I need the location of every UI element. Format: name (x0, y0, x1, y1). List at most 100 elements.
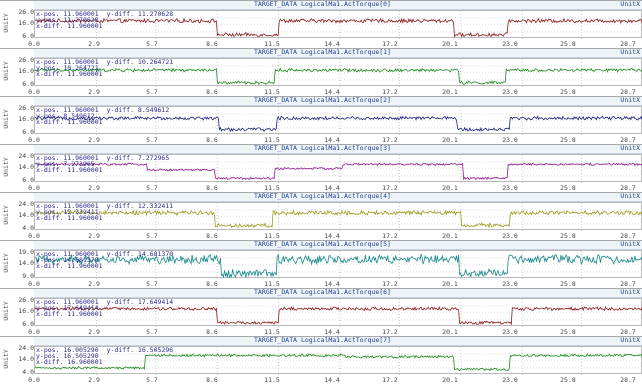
plot-area[interactable] (34, 298, 642, 327)
readout-y-pos: y-pos. 12.332411 (36, 208, 99, 217)
x-tick-label: 11.5 (264, 232, 280, 240)
readout-row: x-pos. 11.960001 y-diff. 11.270628 (36, 10, 173, 18)
readout-x-diff: x-diff. 16.960001 (36, 358, 103, 367)
readout-x-pos: x-pos. 11.960001 (36, 58, 99, 66)
y-axis-label: UnitY (2, 205, 10, 225)
readout-y-pos: y-pos. 17.649414 (36, 304, 99, 313)
readout-row: y-pos. 17.649414 (36, 304, 173, 313)
plot-area[interactable] (34, 346, 642, 375)
x-unit-label: UnitX (620, 144, 640, 152)
x-tick-label: 11.5 (264, 328, 280, 336)
x-tick-label: 28.7 (620, 88, 636, 96)
x-tick-label: 20.1 (442, 136, 458, 144)
readout-y-diff: y-diff. 14.681370 (106, 250, 174, 258)
x-tick-label: 0.0 (28, 232, 40, 240)
x-tick-label: 23.0 (502, 376, 518, 384)
x-tick-label: 5.7 (146, 184, 158, 192)
readout-row: x-pos. 11.960001 y-diff. 7.272965 (36, 154, 170, 162)
y-tick-label: 6.0 (22, 32, 34, 40)
x-tick-label: 20.1 (442, 328, 458, 336)
channel-panel-1[interactable]: TARGET_DATA LogicalMa1.ActTorque[1] UnitX… (0, 48, 642, 96)
y-tick-label: 4.0 (22, 368, 34, 376)
signal-trace (35, 115, 642, 133)
x-tick-label: 23.0 (502, 136, 518, 144)
x-tick-label: 23.0 (502, 40, 518, 48)
readout-row: x-diff. 16.960001 (36, 358, 173, 367)
readout-y-pos: y-pos. 8.549612 (36, 112, 95, 121)
channel-title: TARGET_DATA LogicalMa1.ActTorque[5] (254, 240, 391, 248)
x-tick-label: 0.0 (28, 184, 40, 192)
x-tick-label: 14.4 (324, 376, 340, 384)
signal-trace (35, 162, 642, 181)
x-tick-label: 11.5 (264, 376, 280, 384)
channel-panel-5[interactable]: TARGET_DATA LogicalMa1.ActTorque[5] UnitX… (0, 240, 642, 288)
readout-y-diff: y-diff. 7.272965 (106, 154, 170, 162)
x-tick-label: 2.9 (88, 280, 100, 288)
y-axis-label: UnitY (2, 13, 10, 33)
y-tick-label: 24.0 (18, 152, 34, 160)
plot-area[interactable] (34, 154, 642, 183)
signal-trace (35, 17, 642, 38)
x-tick-label: 8.6 (206, 376, 218, 384)
y-tick-label: 16.0 (18, 67, 34, 75)
y-tick-label: 24.0 (18, 200, 34, 208)
waveform-plot (35, 11, 642, 39)
channel-panel-4[interactable]: TARGET_DATA LogicalMa1.ActTorque[4] UnitX… (0, 192, 642, 240)
readout-x-pos: x-pos. 11.960001 (36, 10, 99, 18)
readout-row: x-diff. 11.960001 (36, 71, 173, 78)
readout-y-diff: y-diff. 17.649414 (106, 298, 174, 306)
cursor-readout: x-pos. 11.960001 y-diff. 8.549612 y-pos. 8… (36, 107, 169, 126)
readout-x-pos: x-pos. 11.960001 (36, 202, 99, 210)
y-axis-label: UnitY (2, 349, 10, 369)
x-tick-label: 2.9 (88, 376, 100, 384)
channel-panel-6[interactable]: TARGET_DATA LogicalMa1.ActTorque[6] UnitX… (0, 288, 642, 336)
cursor-readout: x-pos. 11.960001 y-diff. 14.681370 y-pos. … (36, 251, 173, 270)
readout-x-diff: x-diff. 11.960001 (36, 118, 103, 127)
x-tick-label: 5.7 (146, 136, 158, 144)
y-tick-label: 16.0 (18, 307, 34, 315)
readout-x-pos: x-pos. 11.960001 (36, 298, 99, 306)
x-tick-label: 20.1 (442, 376, 458, 384)
x-tick-label: 2.9 (88, 136, 100, 144)
plot-area[interactable] (34, 106, 642, 135)
channel-title-bar: TARGET_DATA LogicalMa1.ActTorque[2] UnitX (34, 96, 642, 106)
x-tick-label: 28.7 (620, 328, 636, 336)
plot-area[interactable] (34, 202, 642, 231)
x-tick-label: 28.7 (620, 232, 636, 240)
readout-x-diff: x-diff. 11.960001 (36, 262, 103, 271)
channel-panel-2[interactable]: TARGET_DATA LogicalMa1.ActTorque[2] UnitX… (0, 96, 642, 144)
readout-row: x-pos. 11.960001 y-diff. 8.549612 (36, 106, 169, 114)
y-tick-label: 16.0 (18, 115, 34, 123)
waveform-plot (35, 347, 642, 375)
channel-panel-3[interactable]: TARGET_DATA LogicalMa1.ActTorque[3] UnitX… (0, 144, 642, 192)
channel-title: TARGET_DATA LogicalMa1.ActTorque[0] (254, 0, 391, 8)
x-tick-label: 14.4 (324, 232, 340, 240)
readout-row: x-diff. 11.960001 (36, 167, 169, 174)
plot-area[interactable] (34, 58, 642, 87)
y-tick-label: 14.0 (18, 211, 34, 219)
x-tick-label: 5.7 (146, 376, 158, 384)
waveform-plot (35, 59, 642, 87)
x-tick-label: 23.0 (502, 232, 518, 240)
x-tick-label: 28.7 (620, 40, 636, 48)
readout-y-pos: y-pos. 16.505290 (36, 352, 99, 361)
plot-area[interactable] (34, 250, 642, 279)
readout-y-diff: y-diff. 16.505296 (106, 346, 174, 354)
y-axis-label: UnitY (2, 157, 10, 177)
x-tick-label: 28.7 (620, 280, 636, 288)
x-tick-label: 2.9 (88, 328, 100, 336)
readout-y-pos: y-pos. 10.264721 (36, 64, 99, 73)
plot-area[interactable] (34, 10, 642, 39)
readout-x-pos: x-pos. 11.960001 (36, 106, 99, 114)
y-tick-label: 26.0 (18, 296, 34, 304)
channel-panel-0[interactable]: TARGET_DATA LogicalMa1.ActTorque[0] UnitX… (0, 0, 642, 48)
x-tick-label: 17.2 (382, 136, 398, 144)
y-axis-label: UnitY (2, 301, 10, 321)
readout-row: x-diff. 11.960001 (36, 23, 173, 30)
readout-row: x-diff. 11.960001 (36, 311, 173, 318)
x-unit-label: UnitX (620, 0, 640, 8)
signal-trace (35, 252, 642, 279)
channel-panel-7[interactable]: TARGET_DATA LogicalMa1.ActTorque[7] UnitX… (0, 336, 642, 384)
x-tick-label: 28.7 (620, 184, 636, 192)
signal-trace (35, 353, 642, 372)
